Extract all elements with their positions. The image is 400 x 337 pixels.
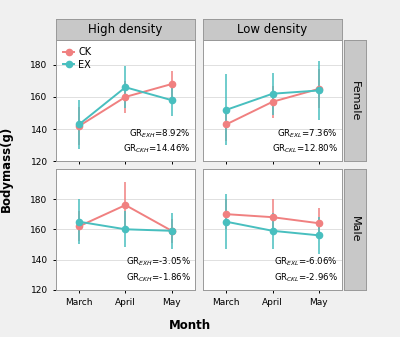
Text: Low density: Low density (238, 23, 308, 36)
Text: GR$_{CKH}$=-1.86%: GR$_{CKH}$=-1.86% (126, 271, 191, 284)
Text: GR$_{EXL}$=-6.06%: GR$_{EXL}$=-6.06% (274, 255, 338, 268)
Text: Female: Female (350, 81, 360, 121)
Text: GR$_{EXH}$=8.92%: GR$_{EXH}$=8.92% (129, 127, 191, 140)
Text: Male: Male (350, 216, 360, 243)
Text: Bodymass(g): Bodymass(g) (0, 125, 12, 212)
Text: GR$_{EXL}$=7.36%: GR$_{EXL}$=7.36% (277, 127, 338, 140)
Text: GR$_{CKH}$=14.46%: GR$_{CKH}$=14.46% (123, 143, 191, 155)
Text: GR$_{EXH}$=-3.05%: GR$_{EXH}$=-3.05% (126, 255, 191, 268)
Text: Month: Month (169, 319, 211, 332)
Legend: CK, EX: CK, EX (61, 45, 94, 72)
Text: GR$_{CKL}$=-2.96%: GR$_{CKL}$=-2.96% (274, 271, 338, 284)
Text: High density: High density (88, 23, 163, 36)
Text: GR$_{CKL}$=12.80%: GR$_{CKL}$=12.80% (272, 143, 338, 155)
